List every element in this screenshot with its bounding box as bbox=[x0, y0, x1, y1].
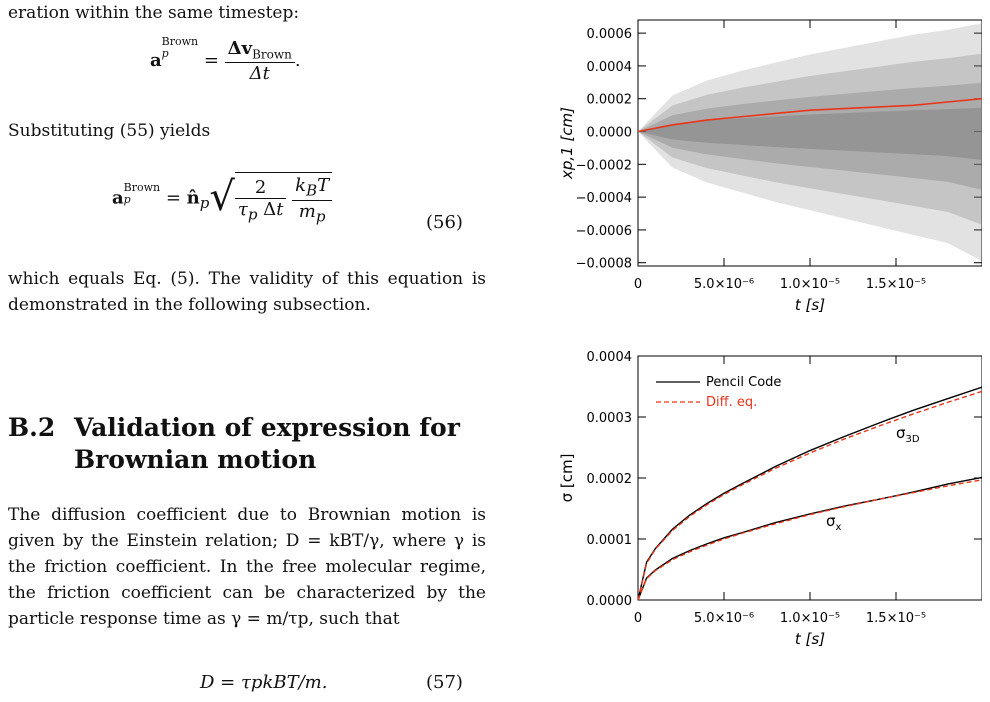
x-tick-label: 1.5×10⁻⁵ bbox=[866, 611, 926, 626]
y-tick-label: 0.0000 bbox=[587, 126, 633, 141]
mean-line bbox=[637, 97, 982, 133]
y-tick-label: −0.0004 bbox=[576, 191, 632, 206]
trajectory-band bbox=[638, 107, 982, 161]
y-tick-label: 0.0004 bbox=[587, 350, 633, 365]
x-tick-label: 5.0×10⁻⁶ bbox=[694, 277, 754, 292]
x-tick-label: 0 bbox=[634, 611, 642, 626]
trajectory-band bbox=[638, 53, 982, 225]
series-line bbox=[637, 390, 982, 601]
x-tick-label: 1.5×10⁻⁵ bbox=[866, 277, 926, 292]
legend-label: Pencil Code bbox=[706, 375, 781, 390]
series-line bbox=[637, 476, 982, 601]
annotation-sigma-x: σx bbox=[826, 512, 842, 533]
equation-number-56: (56) bbox=[426, 212, 463, 233]
x-tick-label: 5.0×10⁻⁶ bbox=[694, 611, 754, 626]
sigma-chart: 0 5.0×10⁻⁶ 1.0×10⁻⁵ 1.5×10⁻⁵ 0.0004 0.0003 0.0… bbox=[558, 350, 982, 648]
section-heading: B.2 Validation of expression for Brownian… bbox=[8, 412, 460, 476]
equation-number-57: (57) bbox=[426, 672, 463, 693]
x-tick-label: 0 bbox=[634, 277, 642, 292]
plot-frame bbox=[637, 355, 982, 601]
legend-label: Diff. eq. bbox=[706, 395, 757, 410]
x-tick-label: 1.0×10⁻⁵ bbox=[780, 611, 840, 626]
section-title-line-2: Brownian motion bbox=[74, 445, 317, 474]
y-tick-label: 0.0006 bbox=[587, 27, 633, 42]
paragraph-2: Substituting (55) yields bbox=[8, 121, 211, 141]
paragraph-1: eration within the same timestep: bbox=[8, 3, 300, 23]
y-axis-label: σ [cm] bbox=[558, 454, 576, 503]
equation-diffusion-coefficient: D = τpkBT/m. bbox=[200, 672, 328, 693]
paragraph-3: which equals Eq. (5). The validity of th… bbox=[8, 269, 486, 315]
trajectory-band bbox=[638, 23, 982, 262]
paragraph-4: The diffusion coefficient due to Brownia… bbox=[8, 505, 486, 629]
y-tick-label: 0.0003 bbox=[587, 411, 633, 426]
y-tick-label: 0.0000 bbox=[587, 594, 633, 609]
text-column: eration within the same timestep: aBrown… bbox=[8, 3, 486, 693]
y-tick-label: −0.0008 bbox=[576, 257, 632, 272]
y-tick-label: 0.0004 bbox=[587, 60, 633, 75]
section-number: B.2 bbox=[8, 413, 56, 442]
y-tick-label: 0.0001 bbox=[587, 533, 633, 548]
y-axis-label: xp,1 [cm] bbox=[558, 107, 576, 180]
annotation-sigma-3d: σ3D bbox=[896, 424, 920, 445]
section-title-line-1: Validation of expression for bbox=[74, 413, 460, 442]
equation-brownian-acceleration: aBrown p = ΔvBrown Δt. bbox=[150, 35, 301, 84]
series-line bbox=[637, 386, 982, 601]
y-tick-label: −0.0006 bbox=[576, 224, 632, 239]
x-axis-label: t [s] bbox=[795, 630, 825, 648]
y-tick-label: 0.0002 bbox=[587, 93, 633, 108]
y-tick-label: 0.0002 bbox=[587, 472, 633, 487]
x-axis-label: t [s] bbox=[795, 296, 825, 314]
trajectory-band bbox=[638, 82, 982, 190]
x-tick-label: 1.0×10⁻⁵ bbox=[780, 277, 840, 292]
trajectory-chart: 0 5.0×10⁻⁶ 1.0×10⁻⁵ 1.5×10⁻⁵ 0.0006 0.0004 0.0… bbox=[558, 19, 982, 314]
equation-brownian-acceleration-expanded: aBrown p = n̂p√ 2 τp Δt kBT mp bbox=[112, 172, 333, 225]
y-tick-label: −0.0002 bbox=[576, 158, 632, 173]
series-line bbox=[637, 479, 982, 601]
